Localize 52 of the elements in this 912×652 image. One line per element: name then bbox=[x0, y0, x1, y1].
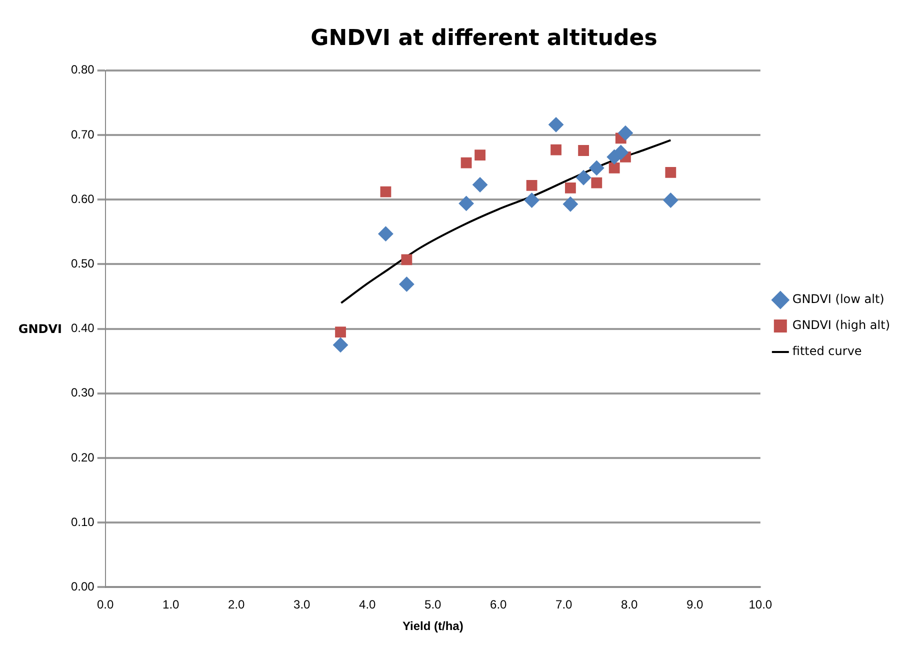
point bbox=[548, 117, 564, 132]
point bbox=[378, 226, 394, 242]
point bbox=[591, 177, 602, 188]
y-axis-title: GNDVI bbox=[18, 322, 62, 336]
y-tick-label: 0.10 bbox=[70, 514, 95, 529]
point bbox=[399, 276, 414, 292]
x-tick-label: 8.0 bbox=[621, 598, 638, 612]
point bbox=[474, 150, 486, 160]
y-tick-label: 0.60 bbox=[70, 192, 95, 206]
x-axis-title: Yield (t/ha) bbox=[402, 619, 464, 634]
x-tick-label: 0.0 bbox=[97, 598, 114, 612]
x-tick-label: 3.0 bbox=[294, 598, 311, 612]
point bbox=[401, 254, 412, 266]
point bbox=[380, 186, 392, 198]
point bbox=[335, 326, 346, 338]
chart-title: GNDVI at different altitudes bbox=[310, 26, 658, 51]
point bbox=[618, 126, 633, 141]
y-tick-label: 0.70 bbox=[70, 127, 95, 142]
y-tick-label: 0.00 bbox=[70, 580, 95, 594]
y-tick-label: 0.30 bbox=[70, 386, 95, 400]
y-tick-label: 0.20 bbox=[70, 450, 95, 464]
point bbox=[526, 180, 538, 191]
point bbox=[333, 337, 348, 352]
point bbox=[460, 157, 472, 168]
x-tick-label: 1.0 bbox=[162, 598, 180, 612]
point bbox=[458, 196, 474, 211]
x-tick-label: 2.0 bbox=[228, 598, 246, 612]
point bbox=[663, 192, 678, 208]
x-tick-label: 7.0 bbox=[556, 598, 573, 612]
point bbox=[524, 192, 540, 208]
point bbox=[665, 167, 676, 178]
y-tick-label: 0.40 bbox=[70, 321, 95, 336]
x-tick-label: 6.0 bbox=[490, 598, 508, 612]
point bbox=[564, 182, 576, 194]
point bbox=[576, 170, 592, 186]
y-tick-label: 0.50 bbox=[70, 256, 95, 271]
x-tick-label: 4.0 bbox=[359, 598, 376, 612]
x-tick-label: 9.0 bbox=[686, 598, 704, 612]
point bbox=[578, 145, 589, 156]
point bbox=[550, 144, 562, 156]
legend-label: GNDVI (high alt) bbox=[792, 318, 890, 332]
x-tick-label: 10.0 bbox=[748, 598, 772, 612]
legend-label: fitted curve bbox=[792, 344, 862, 358]
point bbox=[608, 162, 620, 174]
y-tick-label: 0.80 bbox=[70, 62, 95, 77]
x-tick-label: 5.0 bbox=[424, 598, 442, 612]
point bbox=[613, 144, 628, 160]
point bbox=[562, 196, 578, 212]
point bbox=[589, 160, 604, 176]
point bbox=[472, 177, 488, 192]
legend-label: GNDVI (low alt) bbox=[792, 292, 884, 306]
line-series bbox=[340, 139, 672, 304]
